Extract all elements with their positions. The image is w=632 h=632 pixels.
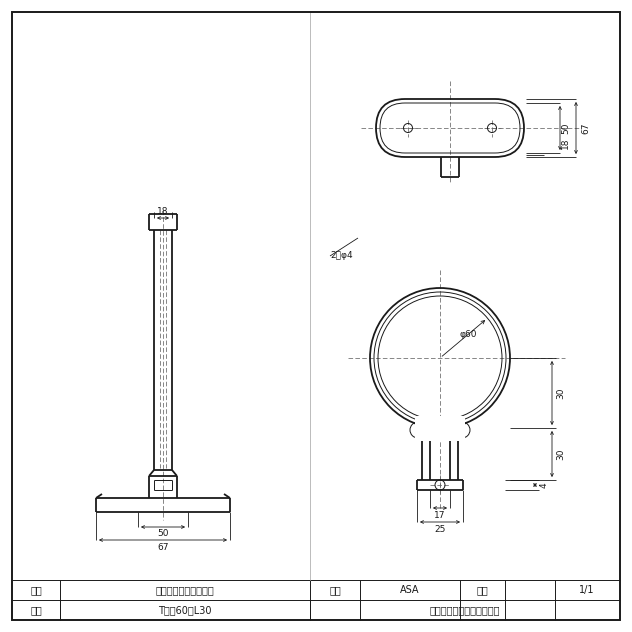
Text: 50: 50	[157, 530, 169, 538]
Text: 25: 25	[434, 525, 446, 533]
Text: 30: 30	[557, 448, 566, 459]
Text: 50: 50	[561, 122, 571, 134]
Text: 30: 30	[557, 387, 566, 399]
Text: 2－φ4: 2－φ4	[330, 250, 353, 260]
Text: 品名: 品名	[30, 585, 42, 595]
Text: 67: 67	[157, 542, 169, 552]
Text: デンカアステック株式会社: デンカアステック株式会社	[430, 605, 501, 615]
Text: 17: 17	[434, 511, 446, 520]
Text: 18: 18	[157, 207, 169, 216]
Text: T字式60－L30: T字式60－L30	[158, 605, 212, 615]
Text: 4: 4	[540, 482, 549, 488]
Text: 材質: 材質	[329, 585, 341, 595]
Text: ASA: ASA	[400, 585, 420, 595]
Text: 尺度: 尺度	[476, 585, 488, 595]
Text: プラスチックでんでん: プラスチックでんでん	[155, 585, 214, 595]
Text: 1/1: 1/1	[580, 585, 595, 595]
Bar	[415, 416, 465, 441]
Text: 18: 18	[561, 137, 569, 149]
Text: φ60: φ60	[460, 329, 478, 339]
Text: 67: 67	[581, 122, 590, 134]
Text: 規格: 規格	[30, 605, 42, 615]
